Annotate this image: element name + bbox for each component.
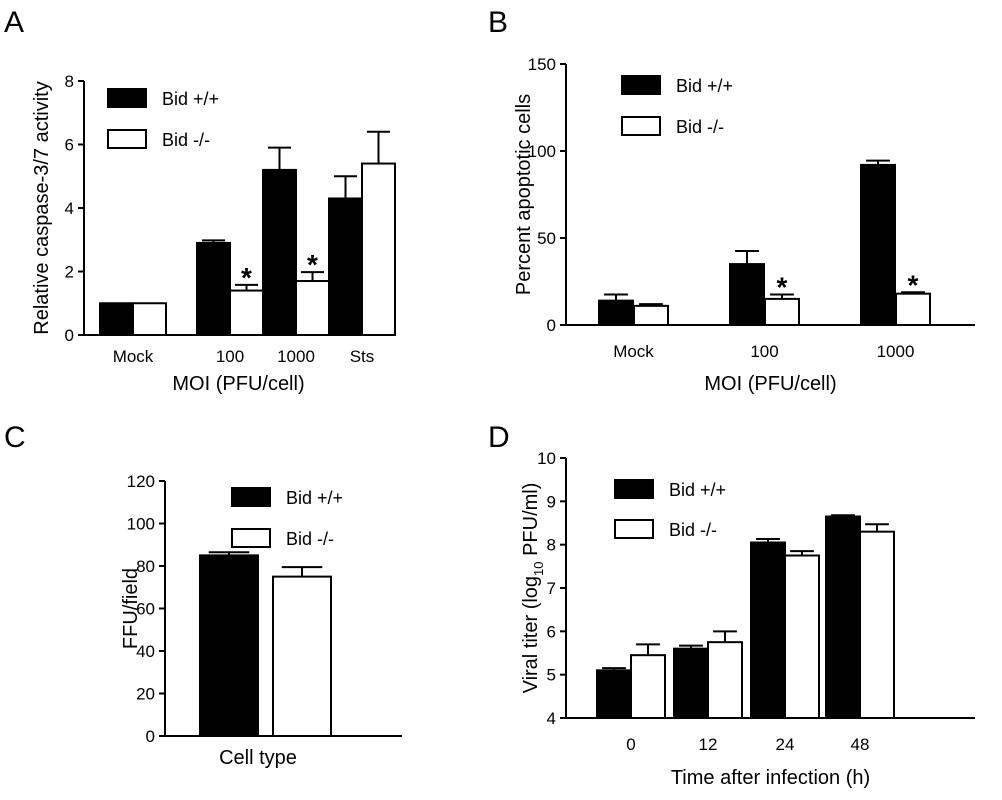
y-tick-label: 2 bbox=[65, 263, 74, 282]
panel-label-b: B bbox=[488, 6, 508, 39]
y-tick-label: 6 bbox=[65, 136, 74, 155]
bar-bid-wt-cell-type bbox=[199, 554, 259, 737]
legend-swatch-bid-ko bbox=[614, 519, 654, 539]
legend-label-bid-wt: Bid +/+ bbox=[669, 480, 726, 500]
y-tick-label: 4 bbox=[65, 199, 74, 218]
bar-bid-ko-1000 bbox=[895, 292, 931, 326]
significance-star: * bbox=[777, 272, 788, 303]
x-tick-label: 0 bbox=[626, 735, 635, 754]
panel-label-c: C bbox=[4, 421, 26, 454]
bar-bid-ko-48 bbox=[859, 530, 895, 720]
y-tick-label: 5 bbox=[547, 666, 556, 685]
panel-label-d: D bbox=[488, 421, 510, 454]
x-tick-label: 100 bbox=[750, 342, 778, 361]
legend-label-bid-ko: Bid -/- bbox=[676, 117, 724, 137]
x-tick-label: 100 bbox=[216, 347, 244, 366]
legend-label-bid-wt: Bid +/+ bbox=[676, 76, 733, 96]
y-tick-label: 120 bbox=[127, 472, 155, 491]
bar-bid-ko-24 bbox=[784, 554, 820, 719]
legend-swatch-bid-ko bbox=[107, 129, 147, 149]
bar-bid-wt-1000 bbox=[860, 163, 896, 326]
legend-swatch-bid-ko bbox=[231, 528, 271, 548]
x-tick-label: 48 bbox=[851, 735, 870, 754]
bar-bid-wt-12 bbox=[673, 647, 709, 720]
bar-bid-ko-mock bbox=[132, 302, 167, 336]
legend-swatch-bid-ko bbox=[621, 116, 661, 136]
x-axis-label: MOI (PFU/cell) bbox=[172, 373, 304, 395]
bar-bid-wt-100 bbox=[196, 241, 231, 336]
legend-label-bid-wt: Bid +/+ bbox=[162, 89, 219, 109]
x-category-label: Cell type bbox=[219, 747, 297, 769]
x-tick-label: Sts bbox=[350, 347, 375, 366]
bar-bid-ko-sts bbox=[361, 162, 396, 336]
y-axis-label: Viral titer (log10 PFU/ml) bbox=[520, 483, 546, 694]
legend-swatch-bid-wt bbox=[107, 88, 147, 108]
y-axis-label-subscript: 10 bbox=[531, 561, 546, 575]
y-axis-label-part: PFU/ml) bbox=[520, 483, 542, 562]
bar-bid-wt-48 bbox=[825, 515, 861, 719]
legend-swatch-bid-wt bbox=[231, 487, 271, 507]
significance-star: * bbox=[307, 249, 318, 280]
y-tick-label: 0 bbox=[65, 326, 74, 345]
x-tick-label: Mock bbox=[613, 342, 654, 361]
y-tick-label: 150 bbox=[528, 55, 556, 74]
y-tick-label: 80 bbox=[136, 557, 155, 576]
x-tick-label: 1000 bbox=[277, 347, 315, 366]
legend-label-bid-ko: Bid -/- bbox=[162, 130, 210, 150]
bar-bid-ko-0 bbox=[630, 654, 666, 720]
bar-bid-ko-mock bbox=[633, 304, 669, 326]
legend-label-bid-ko: Bid -/- bbox=[286, 529, 334, 549]
y-tick-label: 0 bbox=[146, 727, 155, 746]
y-axis-label: Relative caspase-3/7 activity bbox=[31, 81, 53, 334]
legend-swatch-bid-wt bbox=[614, 479, 654, 499]
x-tick-label: 1000 bbox=[877, 342, 915, 361]
significance-star: * bbox=[908, 269, 919, 300]
legend-label-bid-ko: Bid -/- bbox=[669, 520, 717, 540]
bar-bid-ko-1000 bbox=[295, 280, 330, 336]
y-axis-label: FFU/field bbox=[120, 568, 142, 649]
bar-bid-wt-mock bbox=[99, 302, 134, 336]
panel-c-chart: 0 20 40 60 80 100 120 FFU/field Cell type Bid +/+… bbox=[120, 472, 402, 769]
y-tick-label: 0 bbox=[547, 316, 556, 335]
y-tick-label: 10 bbox=[537, 449, 556, 468]
bar-bid-wt-mock bbox=[598, 299, 634, 327]
bar-bid-ko-100 bbox=[229, 289, 264, 336]
x-tick-label: 12 bbox=[699, 735, 718, 754]
bar-bid-wt-100 bbox=[729, 263, 765, 327]
x-axis-label: MOI (PFU/cell) bbox=[704, 373, 836, 395]
bar-bid-ko-100 bbox=[764, 297, 800, 326]
x-tick-label: Mock bbox=[113, 347, 154, 366]
panel-a-chart: 0 2 4 6 8 Relative caspase-3/7 activity Mock * 1… bbox=[31, 72, 396, 395]
y-tick-label: 60 bbox=[136, 600, 155, 619]
y-axis-label-part: Viral titer (log bbox=[520, 576, 542, 693]
x-tick-label: 24 bbox=[776, 735, 795, 754]
legend-label-bid-wt: Bid +/+ bbox=[286, 488, 343, 508]
y-tick-label: 20 bbox=[136, 685, 155, 704]
bar-bid-wt-1000 bbox=[262, 168, 297, 336]
y-tick-label: 40 bbox=[136, 642, 155, 661]
panel-label-a: A bbox=[4, 6, 24, 39]
y-axis-label: Percent apoptotic cells bbox=[513, 94, 535, 295]
y-tick-label: 8 bbox=[65, 72, 74, 91]
y-tick-label: 8 bbox=[547, 536, 556, 555]
y-tick-label: 100 bbox=[127, 515, 155, 534]
bar-bid-wt-sts bbox=[328, 197, 363, 336]
y-tick-label: 7 bbox=[547, 579, 556, 598]
bar-bid-wt-24 bbox=[750, 541, 786, 719]
x-axis-label: Time after infection (h) bbox=[671, 767, 870, 789]
significance-star: * bbox=[241, 262, 252, 293]
bar-bid-ko-cell-type bbox=[272, 575, 332, 737]
y-tick-label: 50 bbox=[537, 229, 556, 248]
bar-bid-ko-12 bbox=[707, 641, 743, 720]
y-tick-label: 9 bbox=[547, 492, 556, 511]
bar-bid-wt-0 bbox=[596, 669, 632, 719]
legend-swatch-bid-wt bbox=[621, 75, 661, 95]
y-tick-label: 4 bbox=[547, 709, 556, 728]
y-tick-label: 6 bbox=[547, 622, 556, 641]
panel-b-chart: 0 50 100 150 Percent apoptotic cells Mock * 100… bbox=[513, 55, 975, 395]
y-tick-label: 100 bbox=[528, 142, 556, 161]
